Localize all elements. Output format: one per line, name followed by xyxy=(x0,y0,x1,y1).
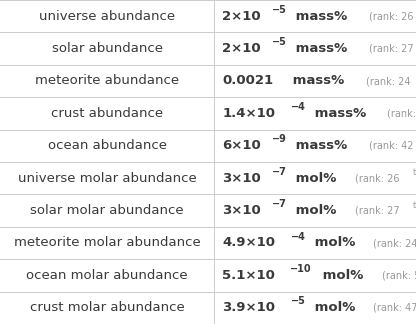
Text: −7: −7 xyxy=(272,167,287,177)
Text: universe molar abundance: universe molar abundance xyxy=(18,172,196,185)
Text: solar abundance: solar abundance xyxy=(52,42,163,55)
Text: 3×10: 3×10 xyxy=(222,204,261,217)
Text: mass%: mass% xyxy=(291,42,347,55)
Text: (rank: 47: (rank: 47 xyxy=(374,303,416,313)
Text: mol%: mol% xyxy=(292,172,337,185)
Text: (rank: 55: (rank: 55 xyxy=(387,109,416,118)
Text: (rank: 24: (rank: 24 xyxy=(374,238,416,248)
Text: 0.0021: 0.0021 xyxy=(222,75,273,87)
Text: −4: −4 xyxy=(291,102,305,112)
Text: 4.9×10: 4.9×10 xyxy=(222,237,275,249)
Text: ocean molar abundance: ocean molar abundance xyxy=(26,269,188,282)
Text: mass%: mass% xyxy=(310,107,366,120)
Text: −5: −5 xyxy=(272,37,287,47)
Text: −9: −9 xyxy=(272,134,287,144)
Text: meteorite molar abundance: meteorite molar abundance xyxy=(14,237,201,249)
Text: solar molar abundance: solar molar abundance xyxy=(30,204,184,217)
Text: −7: −7 xyxy=(272,199,287,209)
Text: (rank: 27: (rank: 27 xyxy=(355,206,400,215)
Text: (rank: 42: (rank: 42 xyxy=(369,141,414,151)
Text: −4: −4 xyxy=(291,232,305,241)
Text: mol%: mol% xyxy=(318,269,364,282)
Text: (rank: 53: (rank: 53 xyxy=(382,271,416,280)
Text: 3×10: 3×10 xyxy=(222,172,261,185)
Text: meteorite abundance: meteorite abundance xyxy=(35,75,179,87)
Text: crust abundance: crust abundance xyxy=(51,107,163,120)
Text: mass%: mass% xyxy=(291,10,347,23)
Text: mass%: mass% xyxy=(292,139,348,152)
Text: (rank: 27: (rank: 27 xyxy=(369,44,414,53)
Text: 5.1×10: 5.1×10 xyxy=(222,269,275,282)
Text: 2×10: 2×10 xyxy=(222,42,261,55)
Text: 3.9×10: 3.9×10 xyxy=(222,301,275,314)
Text: mass%: mass% xyxy=(288,75,344,87)
Text: (rank: 26: (rank: 26 xyxy=(369,11,414,21)
Text: (rank: 26: (rank: 26 xyxy=(355,173,399,183)
Text: −5: −5 xyxy=(291,296,305,306)
Text: −10: −10 xyxy=(290,264,312,274)
Text: crust molar abundance: crust molar abundance xyxy=(30,301,184,314)
Text: 1.4×10: 1.4×10 xyxy=(222,107,275,120)
Text: th: th xyxy=(413,201,416,210)
Text: th: th xyxy=(412,168,416,177)
Text: ocean abundance: ocean abundance xyxy=(47,139,167,152)
Text: mol%: mol% xyxy=(292,204,337,217)
Text: 6×10: 6×10 xyxy=(222,139,261,152)
Text: mol%: mol% xyxy=(310,301,355,314)
Text: (rank: 24: (rank: 24 xyxy=(366,76,410,86)
Text: universe abundance: universe abundance xyxy=(39,10,175,23)
Text: 2×10: 2×10 xyxy=(222,10,261,23)
Text: mol%: mol% xyxy=(310,237,355,249)
Text: −5: −5 xyxy=(272,5,287,15)
